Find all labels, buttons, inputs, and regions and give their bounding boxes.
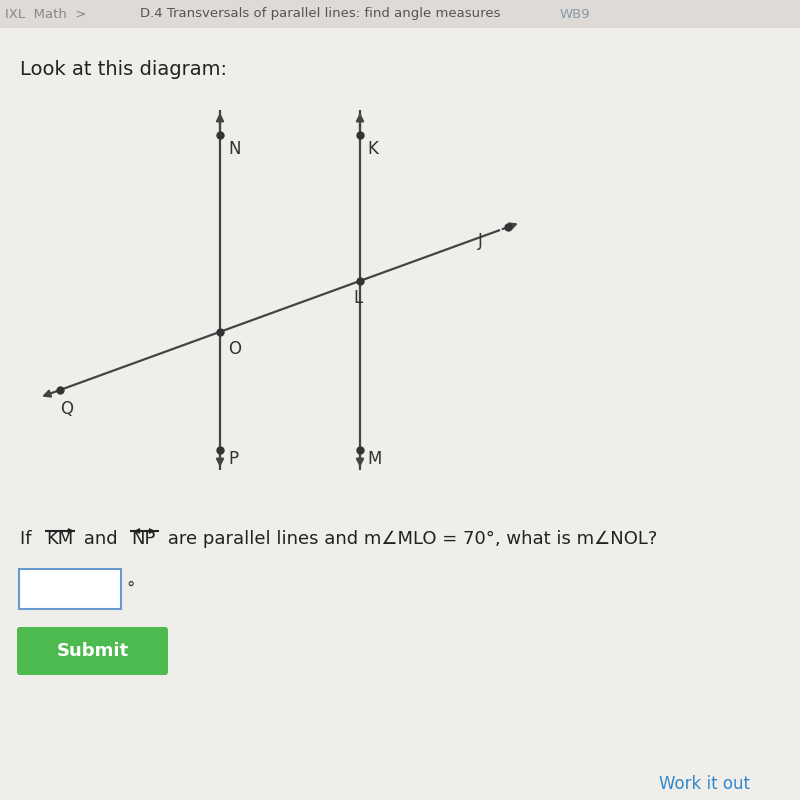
Text: M: M bbox=[367, 450, 382, 468]
Text: WB9: WB9 bbox=[560, 7, 590, 21]
Text: Work it out: Work it out bbox=[659, 775, 750, 793]
FancyBboxPatch shape bbox=[19, 569, 121, 609]
Text: P: P bbox=[228, 450, 238, 468]
Text: IXL  Math  >: IXL Math > bbox=[5, 7, 86, 21]
Text: Submit: Submit bbox=[57, 642, 129, 660]
Text: Look at this diagram:: Look at this diagram: bbox=[20, 60, 227, 79]
FancyBboxPatch shape bbox=[0, 0, 800, 28]
Text: KM: KM bbox=[46, 530, 74, 548]
Text: J: J bbox=[478, 232, 483, 250]
FancyBboxPatch shape bbox=[17, 627, 168, 675]
Text: and: and bbox=[78, 530, 123, 548]
Text: NP: NP bbox=[131, 530, 155, 548]
Text: K: K bbox=[367, 140, 378, 158]
Text: are parallel lines and m∠MLO = 70°, what is m∠NOL?: are parallel lines and m∠MLO = 70°, what… bbox=[162, 530, 658, 548]
Text: N: N bbox=[228, 140, 241, 158]
Text: L: L bbox=[353, 289, 362, 307]
Text: °: ° bbox=[126, 580, 134, 598]
Text: Q: Q bbox=[60, 400, 73, 418]
Text: If: If bbox=[20, 530, 38, 548]
Text: O: O bbox=[228, 340, 241, 358]
Text: D.4 Transversals of parallel lines: find angle measures: D.4 Transversals of parallel lines: find… bbox=[140, 7, 501, 21]
